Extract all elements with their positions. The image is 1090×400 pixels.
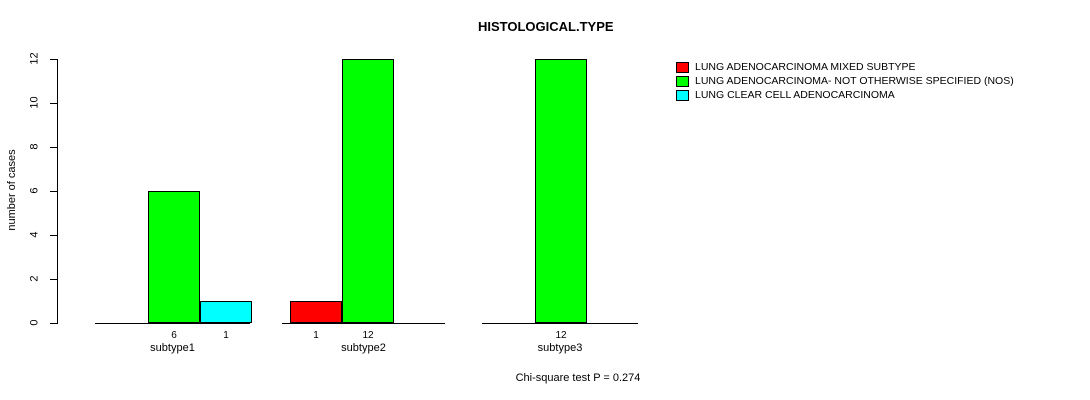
y-axis-tick [50,103,57,104]
bar[interactable] [148,191,200,323]
y-axis-tick-value: 12 [28,52,41,65]
bar-count-label: 1 [223,330,229,341]
y-axis-tick-label: 2 [24,273,46,285]
y-axis-tick-value: 6 [28,187,41,194]
bar[interactable] [200,301,252,323]
y-axis-tick [50,191,57,192]
legend-item-label: LUNG CLEAR CELL ADENOCARCINOMA [695,89,895,101]
group-label: subtype1 [150,342,195,354]
bar-count-label: 12 [555,330,567,341]
y-axis-tick-value: 0 [28,319,41,326]
legend-swatch-icon [676,62,689,73]
y-axis-tick-label: 8 [24,141,46,153]
legend-swatch-icon [676,76,689,87]
y-axis-tick [50,147,57,148]
y-axis-tick-value: 2 [28,275,41,282]
page-title: HISTOLOGICAL.TYPE [478,19,614,34]
bar[interactable] [535,59,587,323]
bar-count-label: 6 [171,330,177,341]
group-baseline [482,323,638,324]
y-axis-tick-label: 0 [24,317,46,329]
y-axis-tick [50,323,57,324]
bar-count-label: 12 [362,330,374,341]
legend-item-label: LUNG ADENOCARCINOMA MIXED SUBTYPE [695,61,916,73]
y-axis-tick-label: 4 [24,229,46,241]
y-axis-tick [50,59,57,60]
bar[interactable] [342,59,394,323]
y-axis-tick [50,235,57,236]
group-label: subtype3 [537,342,583,354]
legend-item-label: LUNG ADENOCARCINOMA- NOT OTHERWISE SPECI… [695,75,1014,87]
y-axis-tick-label: 6 [24,185,46,197]
y-axis-tick [50,279,57,280]
bar-count-label: 1 [313,330,319,341]
y-axis-tick-label: 12 [24,52,46,65]
group-baseline [282,323,445,324]
group-baseline [95,323,250,324]
y-axis-line [57,59,58,324]
chi-square-annotation: Chi-square test P = 0.274 [515,372,641,384]
y-axis-title: number of cases [6,149,18,231]
group-label: subtype2 [341,342,386,354]
legend-swatch-icon [676,90,689,101]
y-axis-tick-value: 8 [28,143,41,150]
bar[interactable] [290,301,342,323]
y-axis-tick-value: 4 [28,231,41,238]
y-axis-tick-label: 10 [24,96,46,109]
y-axis-tick-value: 10 [28,96,41,109]
